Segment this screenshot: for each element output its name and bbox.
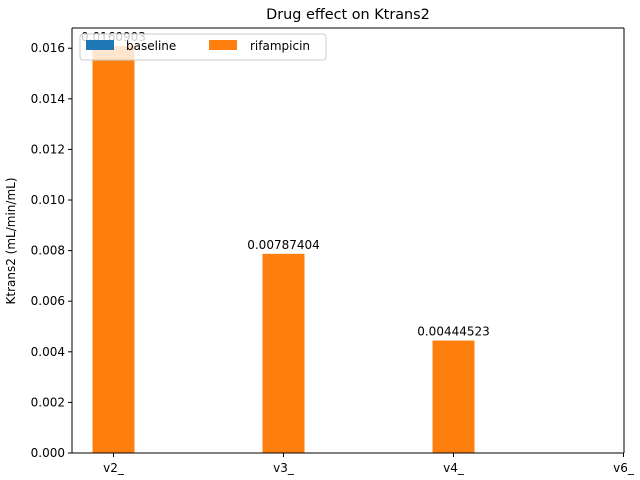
y-tick-label: 0.002 bbox=[31, 395, 65, 409]
legend-swatch-rifampicin bbox=[209, 40, 237, 50]
y-tick-label: 0.004 bbox=[31, 345, 65, 359]
y-tick-label: 0.010 bbox=[31, 193, 65, 207]
y-tick-label: 0.016 bbox=[31, 41, 65, 55]
bar-rifampicin-v3_ bbox=[262, 253, 305, 453]
data-label-v3_: 0.00787404 bbox=[247, 238, 320, 252]
y-axis-label: Ktrans2 (mL/min/mL) bbox=[4, 178, 18, 305]
plot-area: 0.01609030.007874040.004445230.0000.0020… bbox=[31, 27, 635, 475]
y-tick-label: 0.012 bbox=[31, 142, 65, 156]
legend-label-baseline: baseline bbox=[126, 39, 176, 53]
x-tick-label: v2_ bbox=[103, 461, 125, 475]
chart-title: Drug effect on Ktrans2 bbox=[266, 7, 430, 23]
y-tick-label: 0.008 bbox=[31, 244, 65, 258]
legend-swatch-baseline bbox=[86, 40, 114, 50]
data-label-v4_: 0.00444523 bbox=[417, 325, 490, 339]
y-tick-label: 0.006 bbox=[31, 294, 65, 308]
x-tick-label: v4_ bbox=[443, 461, 465, 475]
legend: baseline rifampicin bbox=[79, 33, 327, 61]
y-tick-label: 0.014 bbox=[31, 92, 65, 106]
legend-frame bbox=[79, 33, 327, 61]
bar-rifampicin-v4_ bbox=[432, 340, 475, 453]
x-tick-label: v3_ bbox=[273, 461, 295, 475]
legend-label-rifampicin: rifampicin bbox=[250, 39, 310, 53]
x-tick-label: v6_ bbox=[613, 461, 635, 475]
bar-rifampicin-v2_ bbox=[92, 45, 135, 453]
y-tick-label: 0.000 bbox=[31, 446, 65, 460]
